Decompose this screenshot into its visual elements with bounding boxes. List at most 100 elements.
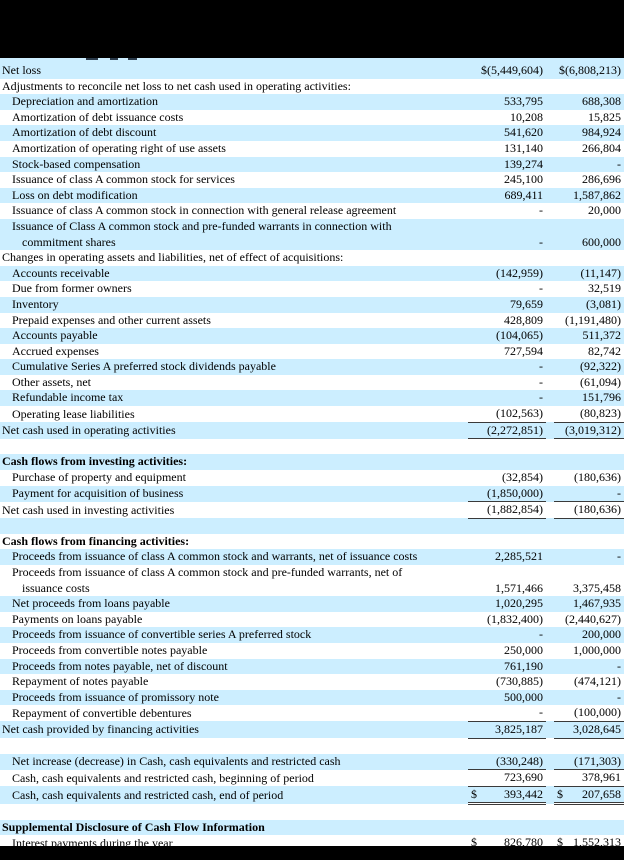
table-row: Issuance of Class A common stock and pre…: [0, 218, 624, 251]
label-line-2: commitment shares: [22, 234, 116, 249]
table-row: Proceeds from notes payable, net of disc…: [0, 658, 624, 675]
amount-col2: [554, 738, 624, 754]
table-row: Payment for acquisition of business (1,85…: [0, 485, 624, 503]
column-gap: [546, 265, 554, 282]
column-gap: [546, 406, 554, 423]
amount-col1: (142,959): [468, 265, 546, 282]
column-gap: [546, 94, 554, 110]
redacted-header-bar: [0, 0, 624, 58]
column-gap: [546, 296, 554, 313]
amount-col1: $(5,449,604): [468, 63, 546, 79]
table-row: Issuance of class A common stock for ser…: [0, 172, 624, 188]
column-gap: [546, 343, 554, 360]
column-gap: [546, 565, 554, 597]
table-row: Cumulative Series A preferred stock divi…: [0, 359, 624, 375]
column-gap: [546, 218, 554, 251]
line-item-label: Proceeds from issuance of class A common…: [0, 549, 468, 565]
table-row: Amortization of debt issuance costs 10,20…: [0, 109, 624, 126]
table-row: Cash, cash equivalents and restricted ca…: [0, 769, 624, 787]
amount-col2: (474,121): [554, 674, 624, 690]
redacted-footer-bar: [0, 846, 624, 860]
table-row: Inventory 79,659 (3,081): [0, 296, 624, 313]
column-gap: [546, 359, 554, 375]
amount-col1: 245,100: [468, 172, 546, 188]
amount-col1: 3,825,187: [468, 721, 546, 739]
table-row: Refundable income tax -151,796: [0, 390, 624, 407]
amount-col2: 200,000: [554, 627, 624, 643]
line-item-label: Proceeds from notes payable, net of disc…: [0, 658, 468, 675]
line-item-label: Proceeds from convertible notes payable: [0, 642, 468, 659]
line-item-label: Cash flows from investing activities:: [0, 454, 468, 470]
column-gap: [546, 140, 554, 157]
amount-col1: 428,809: [468, 312, 546, 329]
column-gap: [546, 803, 554, 820]
amount-col1: 2,285,521: [468, 549, 546, 565]
amount-col1: [468, 438, 546, 455]
line-item-label: [0, 738, 468, 754]
amount-col1: -: [468, 281, 546, 297]
table-row: Net cash provided by financing activitie…: [0, 721, 624, 739]
dollar-sign: $: [557, 786, 563, 801]
amount-col1: [468, 803, 546, 820]
table-row: Accounts payable (104,065) 511,372: [0, 328, 624, 344]
column-gap: [546, 611, 554, 628]
table-row: Purchase of property and equipment (32,85…: [0, 469, 624, 486]
amount-col2: 1,467,935: [554, 596, 624, 612]
column-gap: [546, 642, 554, 659]
column-gap: [546, 203, 554, 219]
table-row: Net loss $(5,449,604) $(6,808,213): [0, 63, 624, 79]
amount-col2: (92,322): [554, 359, 624, 375]
amount-col1: -: [468, 218, 546, 251]
amount-col2: -: [554, 549, 624, 565]
line-item-label: Amortization of debt issuance costs: [0, 109, 468, 126]
amount-col1: 79,659: [468, 296, 546, 313]
amount-col2: [554, 250, 624, 266]
amount-col2: $(6,808,213): [554, 63, 624, 79]
column-gap: [546, 819, 554, 836]
line-item-label: Accounts payable: [0, 328, 468, 344]
column-gap: [546, 721, 554, 739]
line-item-label: Amortization of operating right of use a…: [0, 140, 468, 157]
column-gap: [546, 250, 554, 266]
line-item-label: Amortization of debt discount: [0, 125, 468, 141]
column-gap: [546, 172, 554, 188]
cash-flow-table: Net loss $(5,449,604) $(6,808,213) Adjustme…: [0, 63, 624, 852]
amount-col2: (3,081): [554, 296, 624, 313]
amount-col1: (1,850,000): [468, 485, 546, 503]
amount-col1: -: [468, 359, 546, 375]
amount-col2: [554, 518, 624, 534]
line-item-label: Changes in operating assets and liabilit…: [0, 250, 468, 266]
column-gap: [546, 835, 554, 852]
amount-value: 393,442: [504, 786, 543, 801]
column-gap: [546, 627, 554, 643]
amount-col2: (80,823): [554, 406, 624, 423]
amount-col1: [468, 518, 546, 534]
column-gap: [546, 454, 554, 470]
text-remnant-mark: [110, 58, 118, 60]
column-gap: [546, 109, 554, 126]
column-gap: [546, 312, 554, 329]
amount-col1: (330,248): [468, 753, 546, 771]
line-item-label: Net cash used in investing activities: [0, 501, 468, 519]
amount-col1: 131,140: [468, 140, 546, 157]
amount-col1: 689,411: [468, 187, 546, 204]
label-line-2: issuance costs: [22, 580, 90, 595]
amount-col1: 139,274: [468, 156, 546, 173]
table-row: Other assets, net - (61,094): [0, 374, 624, 391]
amount-col2: [554, 78, 624, 95]
amount-col1: (104,065): [468, 328, 546, 344]
line-item-label: Issuance of class A common stock in conn…: [0, 203, 468, 219]
amount-col1: (32,854): [468, 469, 546, 486]
table-row: Proceeds from issuance of class A common…: [0, 565, 624, 597]
column-gap: [546, 156, 554, 173]
amount-col2: (3,019,312): [554, 422, 624, 440]
line-item-label: Issuance of class A common stock for ser…: [0, 172, 468, 188]
amount-col1: 1,020,295: [468, 596, 546, 612]
amount-col2: (11,147): [554, 265, 624, 282]
column-gap: [546, 281, 554, 297]
amount-col2: [554, 819, 624, 836]
amount-col1: -: [468, 374, 546, 391]
amount-value: 1,552,313: [573, 835, 621, 850]
amount-col1: (1,832,400): [468, 611, 546, 628]
